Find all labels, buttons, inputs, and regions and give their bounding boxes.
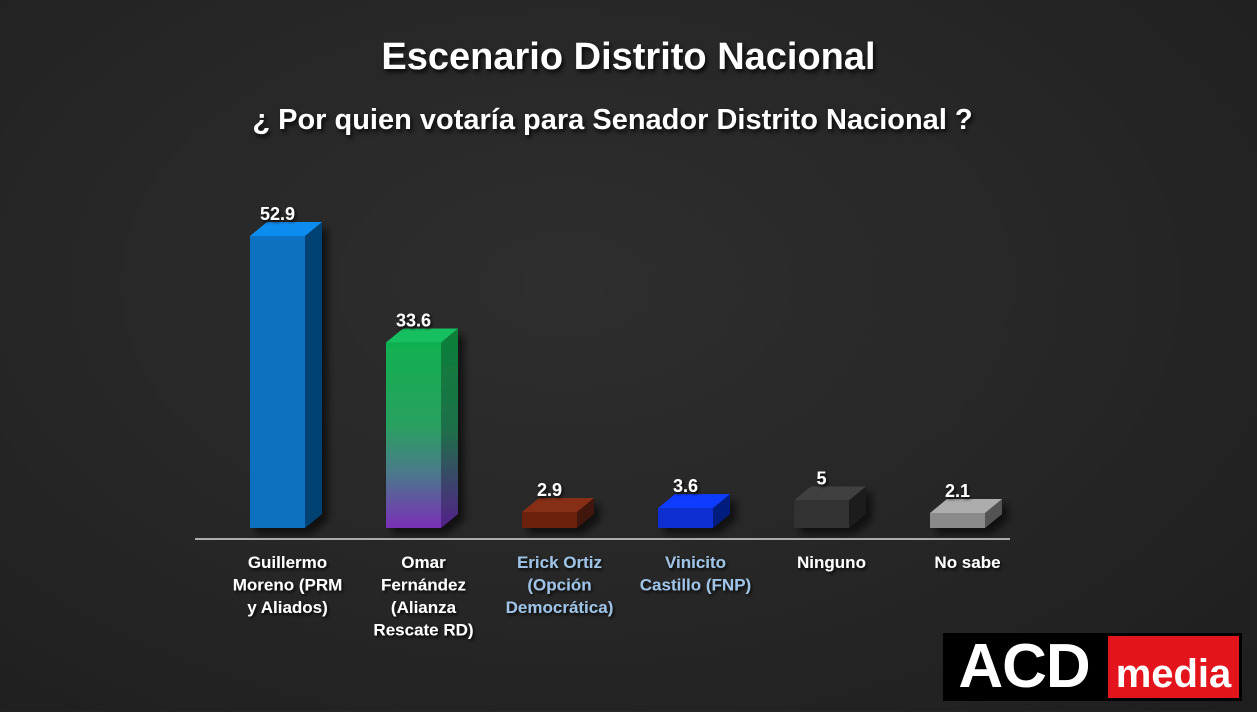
bar-top-0 xyxy=(250,222,322,236)
category-label-line: Castillo (FNP) xyxy=(640,576,751,595)
bar-4 xyxy=(794,486,866,528)
chart-title: Escenario Distrito Nacional xyxy=(381,36,876,78)
bar-side-1 xyxy=(441,328,458,528)
category-label-4: Ninguno xyxy=(797,553,866,572)
bars-layer xyxy=(250,222,1002,528)
category-label-line: Erick Ortiz xyxy=(517,553,602,572)
bar-side-5 xyxy=(985,499,1002,528)
bar-top-5 xyxy=(930,499,1002,513)
category-label-0: Guillermo Moreno (PRM y Aliados) xyxy=(233,553,343,617)
bar-front-0 xyxy=(250,236,305,528)
value-label-5: 2.1 xyxy=(945,481,970,501)
bar-1 xyxy=(386,328,458,528)
category-label-line: (Alianza xyxy=(391,598,457,617)
category-label-line: Guillermo xyxy=(248,553,327,572)
category-label-5: No sabe xyxy=(934,553,1000,572)
logo-brand: ACD xyxy=(943,633,1105,701)
category-label-line: (Opción xyxy=(527,576,591,595)
bar-top-1 xyxy=(386,328,458,343)
category-label-line: Democrática) xyxy=(506,598,614,617)
bar-2 xyxy=(522,497,594,528)
value-label-0: 52.9 xyxy=(260,204,295,224)
category-label-line: y Aliados) xyxy=(247,598,328,617)
value-label-1: 33.6 xyxy=(396,311,431,331)
bar-side-2 xyxy=(577,497,594,528)
bar-front-2 xyxy=(522,511,577,528)
acd-media-logo: ACD media xyxy=(943,633,1242,701)
value-label-2: 2.9 xyxy=(537,480,562,500)
category-label-line: Vinicito xyxy=(665,553,726,572)
chart-subtitle: ¿ Por quien votaría para Senador Distrit… xyxy=(252,104,973,136)
category-label-3: Vinicito Castillo (FNP) xyxy=(640,553,751,595)
bar-3 xyxy=(658,494,730,528)
category-label-line: Fernández xyxy=(381,576,466,595)
value-label-4: 5 xyxy=(816,468,826,488)
bar-front-5 xyxy=(930,513,985,528)
bar-top-4 xyxy=(794,486,866,501)
bar-top-2 xyxy=(522,497,594,512)
bar-0 xyxy=(250,222,322,528)
category-label-line: Omar xyxy=(401,553,446,572)
bar-side-3 xyxy=(713,494,730,528)
category-label-2: Erick Ortiz (Opción Democrática) xyxy=(506,553,614,617)
bar-front-3 xyxy=(658,508,713,528)
bar-front-1 xyxy=(386,342,441,528)
category-label-line: Moreno (PRM xyxy=(233,576,343,595)
category-label-1: Omar Fernández (Alianza Rescate RD) xyxy=(373,553,473,640)
category-label-line: Ninguno xyxy=(797,553,866,572)
category-label-line: No sabe xyxy=(934,553,1000,572)
bar-top-3 xyxy=(658,494,730,509)
bar-side-0 xyxy=(305,222,322,528)
logo-media: media xyxy=(1105,633,1242,701)
bar-5 xyxy=(930,499,1002,528)
value-label-3: 3.6 xyxy=(673,476,698,496)
bar-side-4 xyxy=(849,486,866,528)
bar-front-4 xyxy=(794,500,849,528)
category-label-line: Rescate RD) xyxy=(373,621,473,640)
